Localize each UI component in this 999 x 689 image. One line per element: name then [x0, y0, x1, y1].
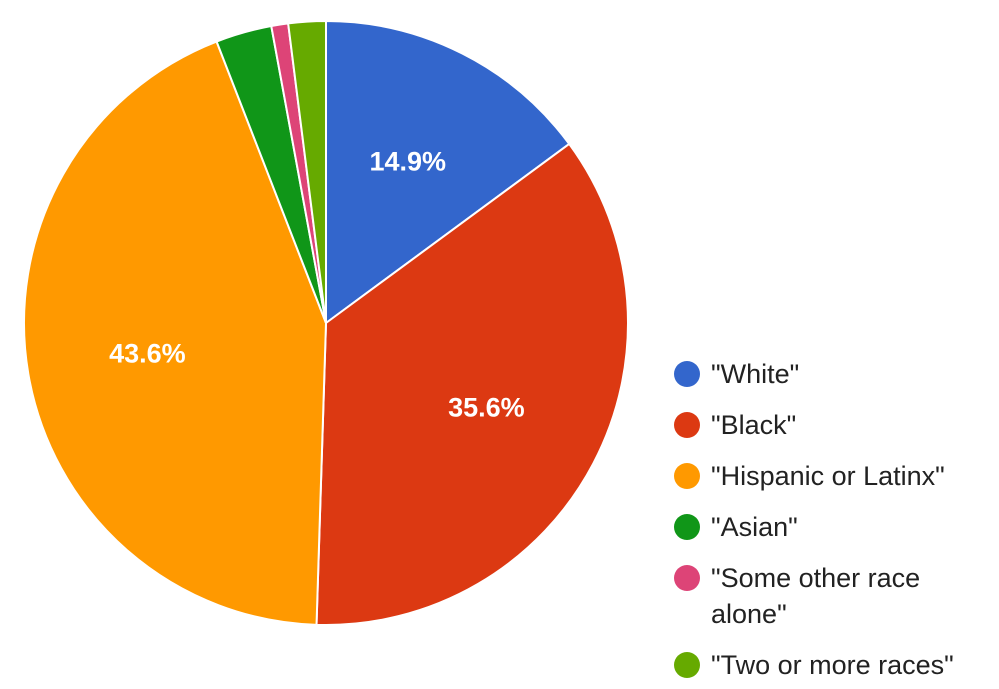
legend-item-hispanic-or-latinx: "Hispanic or Latinx" [674, 458, 994, 494]
legend-swatch-black [674, 412, 700, 438]
legend-item-black: "Black" [674, 407, 994, 443]
legend-label-some-other-race: "Some other race alone" [711, 563, 921, 629]
slice-label-white: 14.9% [369, 146, 446, 176]
legend-swatch-some-other-race [674, 565, 700, 591]
legend-label-two-or-more-races: "Two or more races" [711, 650, 954, 680]
legend-item-white: "White" [674, 356, 994, 392]
legend-label-black: "Black" [711, 410, 797, 440]
pie-slice-hispanic-or-latinx [23, 40, 328, 626]
legend-label-asian: "Asian" [711, 512, 798, 542]
pie-slice-white [325, 19, 571, 325]
legend-item-some-other-race: "Some other race alone" [674, 560, 994, 632]
legend-label-hispanic-or-latinx: "Hispanic or Latinx" [711, 461, 945, 491]
legend-swatch-asian [674, 514, 700, 540]
legend-swatch-white [674, 361, 700, 387]
slice-label-hispanic-or-latinx: 43.6% [109, 339, 186, 369]
pie-slice-two-or-more-races [287, 19, 327, 324]
legend-swatch-hispanic-or-latinx [674, 463, 700, 489]
slice-label-black: 35.6% [448, 392, 525, 422]
legend: "White" "Black" "Hispanic or Latinx" "As… [674, 356, 994, 689]
legend-item-asian: "Asian" [674, 509, 994, 545]
legend-label-white: "White" [711, 359, 800, 389]
legend-item-two-or-more-races: "Two or more races" [674, 647, 994, 683]
pie-slice-black [315, 142, 629, 626]
legend-swatch-two-or-more-races [674, 652, 700, 678]
